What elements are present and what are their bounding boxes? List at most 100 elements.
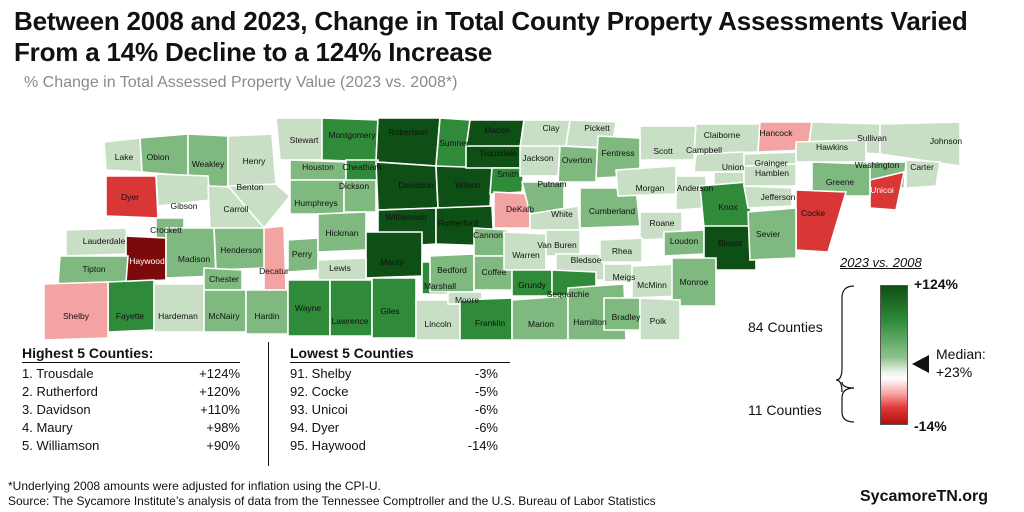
county-label: Montgomery <box>328 130 376 140</box>
county-label: Perry <box>292 249 313 259</box>
county-label: Maury <box>380 257 404 267</box>
footnote: *Underlying 2008 amounts were adjusted f… <box>8 479 381 493</box>
county-label: Moore <box>455 295 479 305</box>
legend-below-count: 11 Counties <box>748 402 822 418</box>
county-label: Trousdale <box>479 148 517 158</box>
rank-value: -3% <box>474 366 498 381</box>
county-label: Macon <box>484 125 510 135</box>
county-label: Henry <box>243 156 266 166</box>
county-label: Houston <box>302 162 334 172</box>
legend-median: Median: +23% <box>936 345 986 381</box>
table-row: 5. Williamson +90% <box>22 437 240 455</box>
county-label: Hawkins <box>816 142 848 152</box>
county-marion <box>511 295 569 341</box>
county-label: Meigs <box>613 272 636 282</box>
county-label: Carter <box>910 162 934 172</box>
county-overton <box>557 145 599 183</box>
county-label: Humphreys <box>294 198 337 208</box>
rank-value: +120% <box>199 384 240 399</box>
legend-max-label: +124% <box>914 276 958 292</box>
county-label: Van Buren <box>537 240 577 250</box>
rank-label: 3. Davidson <box>22 402 91 417</box>
county-label: Cheatham <box>342 162 381 172</box>
map-subtitle: % Change in Total Assessed Property Valu… <box>24 74 458 91</box>
county-label: Hamilton <box>573 317 607 327</box>
county-label: Coffee <box>482 267 507 277</box>
table-row: 1. Trousdale +124% <box>22 365 240 383</box>
legend-above-count: 84 Counties <box>748 319 823 335</box>
county-blount <box>703 225 757 271</box>
county-label: Wilson <box>455 180 481 190</box>
county-label: Obion <box>147 152 170 162</box>
county-label: Lake <box>115 152 134 162</box>
rank-value: +90% <box>206 438 240 453</box>
county-hamblen <box>743 163 797 187</box>
table-row: 95. Haywood -14% <box>290 437 510 455</box>
highest-heading: Highest 5 Counties: <box>22 345 240 363</box>
county-label: Putnam <box>537 179 566 189</box>
county-label: Unicoi <box>870 185 894 195</box>
table-row: 94. Dyer -6% <box>290 419 510 437</box>
county-label: Marion <box>528 319 554 329</box>
rank-value: -6% <box>474 420 498 435</box>
county-label: Sequatchie <box>547 289 590 299</box>
legend-title: 2023 vs. 2008 <box>840 255 922 270</box>
rank-value: -14% <box>467 438 498 453</box>
county-hardeman <box>153 283 205 333</box>
county-label: White <box>551 209 573 219</box>
county-label: Weakley <box>192 159 225 169</box>
county-label: Lawrence <box>332 316 369 326</box>
county-label: Loudon <box>670 236 699 246</box>
county-label: Pickett <box>584 123 610 133</box>
county-label: Hickman <box>325 228 358 238</box>
county-label: Fentress <box>601 148 634 158</box>
rank-label: 93. Unicoi <box>290 402 348 417</box>
legend-min-label: -14% <box>914 418 947 434</box>
county-label: Sevier <box>756 229 780 239</box>
rank-label: 95. Haywood <box>290 438 366 453</box>
county-label: Rhea <box>612 246 633 256</box>
county-label: Hardeman <box>158 311 198 321</box>
county-label: Clay <box>542 123 560 133</box>
county-greene <box>811 161 871 197</box>
table-row: 93. Unicoi -6% <box>290 401 510 419</box>
county-label: Jefferson <box>761 192 796 202</box>
source-note: Source: The Sycamore Institute’s analysi… <box>8 494 656 508</box>
county-label: Cannon <box>473 230 503 240</box>
county-unicoi <box>869 170 906 211</box>
rank-label: 2. Rutherford <box>22 384 98 399</box>
county-jefferson <box>743 185 793 209</box>
county-label: Franklin <box>475 318 506 328</box>
county-label: Lauderdale <box>83 236 126 246</box>
median-marker-icon <box>912 355 929 373</box>
rank-label: 5. Williamson <box>22 438 100 453</box>
county-label: Dyer <box>121 192 139 202</box>
table-divider <box>268 342 269 466</box>
county-label: Fayette <box>116 311 145 321</box>
page-title: Between 2008 and 2023, Change in Total C… <box>14 6 968 67</box>
county-label: Grainger <box>754 158 787 168</box>
rank-label: 92. Cocke <box>290 384 349 399</box>
county-label: Polk <box>650 316 667 326</box>
county-montgomery <box>321 117 379 163</box>
county-carter <box>905 159 941 189</box>
county-label: Scott <box>653 146 673 156</box>
county-robertson <box>375 117 441 167</box>
county-decatur <box>263 225 287 291</box>
county-label: Grundy <box>518 280 547 290</box>
county-label: Giles <box>380 306 399 316</box>
median-label: Median: <box>936 346 986 362</box>
county-label: Hardin <box>254 311 279 321</box>
county-label: Shelby <box>63 311 90 321</box>
county-label: Rutherford <box>438 218 478 228</box>
county-label: Union <box>722 162 744 172</box>
rank-label: 1. Trousdale <box>22 366 94 381</box>
county-label: Hancock <box>759 128 793 138</box>
county-label: Johnson <box>930 136 962 146</box>
county-label: Gibson <box>171 201 198 211</box>
legend-color-scale <box>880 285 908 425</box>
county-label: Cumberland <box>589 206 636 216</box>
rank-value: -5% <box>474 384 498 399</box>
county-label: Monroe <box>680 277 709 287</box>
